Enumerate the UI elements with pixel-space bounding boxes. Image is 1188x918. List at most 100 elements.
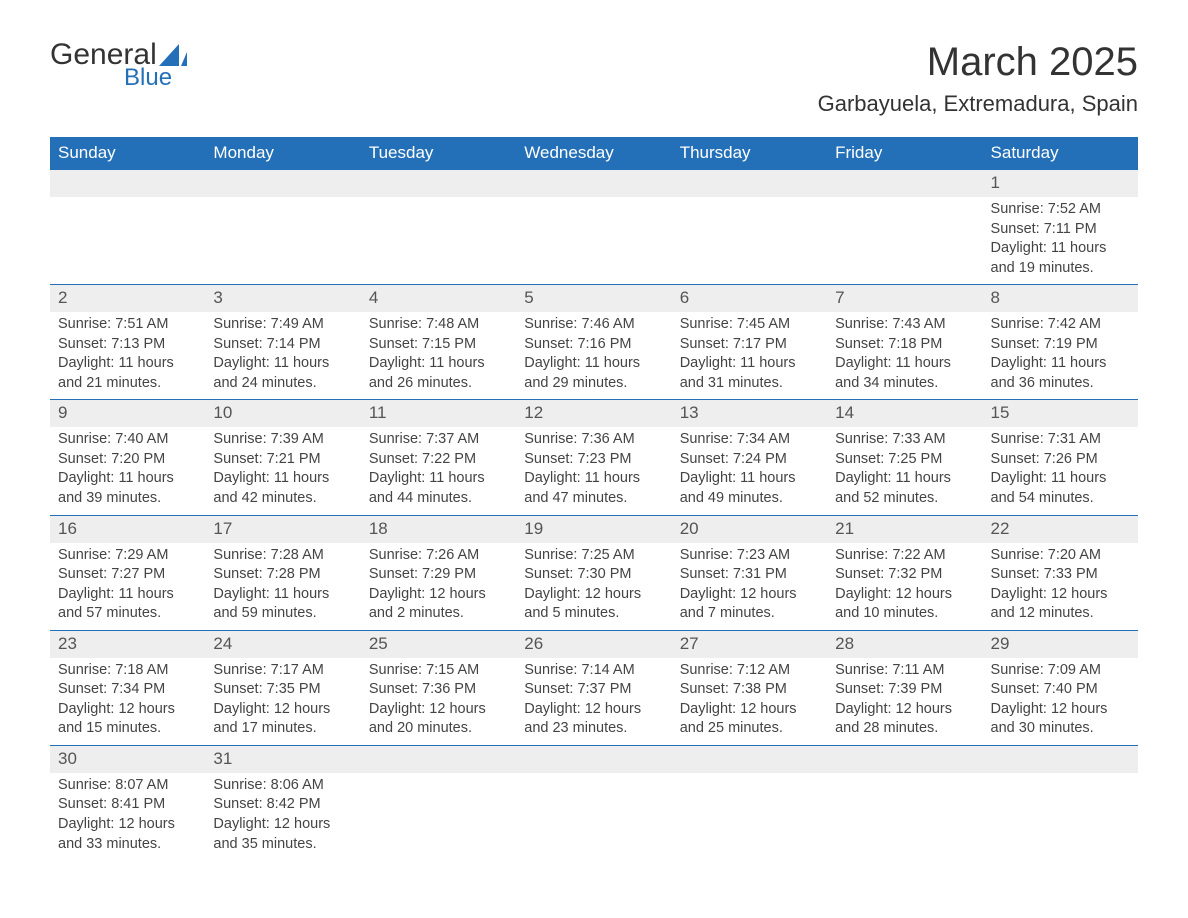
- sunrise-text: Sunrise: 7:51 AM: [58, 315, 197, 335]
- day-number-cell: 28: [827, 630, 982, 657]
- day-number-cell: [516, 170, 671, 197]
- sunrise-text: Sunrise: 7:15 AM: [369, 661, 508, 681]
- day-detail-cell: Sunrise: 7:48 AMSunset: 7:15 PMDaylight:…: [361, 312, 516, 400]
- daylight-text: and 33 minutes.: [58, 835, 197, 855]
- calendar-table: Sunday Monday Tuesday Wednesday Thursday…: [50, 137, 1138, 860]
- daylight-text: and 29 minutes.: [524, 374, 663, 394]
- day-detail-cell: Sunrise: 7:26 AMSunset: 7:29 PMDaylight:…: [361, 543, 516, 631]
- daylight-text: Daylight: 12 hours: [369, 585, 508, 605]
- daylight-text: and 54 minutes.: [991, 489, 1130, 509]
- daylight-text: and 42 minutes.: [213, 489, 352, 509]
- sunset-text: Sunset: 7:35 PM: [213, 680, 352, 700]
- day-detail-cell: Sunrise: 7:45 AMSunset: 7:17 PMDaylight:…: [672, 312, 827, 400]
- daylight-text: Daylight: 12 hours: [213, 700, 352, 720]
- day-detail-cell: Sunrise: 7:09 AMSunset: 7:40 PMDaylight:…: [983, 658, 1138, 746]
- sunrise-text: Sunrise: 7:52 AM: [991, 200, 1130, 220]
- day-detail-cell: [827, 773, 982, 860]
- daylight-text: and 2 minutes.: [369, 604, 508, 624]
- day-detail-cell: Sunrise: 7:43 AMSunset: 7:18 PMDaylight:…: [827, 312, 982, 400]
- day-number-cell: [50, 170, 205, 197]
- logo: General Blue: [50, 40, 187, 90]
- day-number-cell: [827, 170, 982, 197]
- day-detail-cell: Sunrise: 7:23 AMSunset: 7:31 PMDaylight:…: [672, 543, 827, 631]
- header: General Blue March 2025 Garbayuela, Extr…: [50, 40, 1138, 117]
- daylight-text: Daylight: 12 hours: [524, 585, 663, 605]
- detail-row: Sunrise: 7:29 AMSunset: 7:27 PMDaylight:…: [50, 543, 1138, 631]
- daylight-text: Daylight: 12 hours: [680, 700, 819, 720]
- sunset-text: Sunset: 7:39 PM: [835, 680, 974, 700]
- daylight-text: and 35 minutes.: [213, 835, 352, 855]
- daylight-text: Daylight: 12 hours: [835, 700, 974, 720]
- sunset-text: Sunset: 7:27 PM: [58, 565, 197, 585]
- day-number-cell: 17: [205, 515, 360, 542]
- sunrise-text: Sunrise: 7:29 AM: [58, 546, 197, 566]
- day-detail-cell: [205, 197, 360, 285]
- day-number-cell: 25: [361, 630, 516, 657]
- day-detail-cell: Sunrise: 7:49 AMSunset: 7:14 PMDaylight:…: [205, 312, 360, 400]
- sunrise-text: Sunrise: 8:07 AM: [58, 776, 197, 796]
- day-detail-cell: Sunrise: 7:31 AMSunset: 7:26 PMDaylight:…: [983, 427, 1138, 515]
- day-number-cell: 26: [516, 630, 671, 657]
- day-number-cell: 6: [672, 285, 827, 312]
- day-number-cell: 5: [516, 285, 671, 312]
- day-number-cell: 19: [516, 515, 671, 542]
- sunrise-text: Sunrise: 7:26 AM: [369, 546, 508, 566]
- day-detail-cell: [361, 197, 516, 285]
- daylight-text: Daylight: 12 hours: [524, 700, 663, 720]
- day-detail-cell: Sunrise: 7:20 AMSunset: 7:33 PMDaylight:…: [983, 543, 1138, 631]
- sunrise-text: Sunrise: 7:22 AM: [835, 546, 974, 566]
- sunset-text: Sunset: 7:31 PM: [680, 565, 819, 585]
- day-number-cell: 23: [50, 630, 205, 657]
- day-detail-cell: [983, 773, 1138, 860]
- detail-row: Sunrise: 7:52 AMSunset: 7:11 PMDaylight:…: [50, 197, 1138, 285]
- daylight-text: and 26 minutes.: [369, 374, 508, 394]
- daylight-text: Daylight: 12 hours: [58, 700, 197, 720]
- day-detail-cell: Sunrise: 7:15 AMSunset: 7:36 PMDaylight:…: [361, 658, 516, 746]
- sunset-text: Sunset: 7:24 PM: [680, 450, 819, 470]
- daylight-text: and 21 minutes.: [58, 374, 197, 394]
- daylight-text: Daylight: 12 hours: [58, 815, 197, 835]
- sunset-text: Sunset: 7:20 PM: [58, 450, 197, 470]
- day-number-cell: 7: [827, 285, 982, 312]
- sunset-text: Sunset: 7:11 PM: [991, 220, 1130, 240]
- daylight-text: Daylight: 11 hours: [680, 354, 819, 374]
- sunrise-text: Sunrise: 7:28 AM: [213, 546, 352, 566]
- daylight-text: Daylight: 11 hours: [58, 354, 197, 374]
- daylight-text: Daylight: 12 hours: [991, 585, 1130, 605]
- weekday-header: Sunday: [50, 137, 205, 170]
- sunrise-text: Sunrise: 7:40 AM: [58, 430, 197, 450]
- daylight-text: Daylight: 11 hours: [58, 585, 197, 605]
- day-number-cell: [361, 745, 516, 772]
- sunrise-text: Sunrise: 7:39 AM: [213, 430, 352, 450]
- day-detail-cell: [516, 197, 671, 285]
- sunrise-text: Sunrise: 7:49 AM: [213, 315, 352, 335]
- daylight-text: Daylight: 12 hours: [369, 700, 508, 720]
- daylight-text: Daylight: 12 hours: [835, 585, 974, 605]
- day-number-cell: 16: [50, 515, 205, 542]
- sunset-text: Sunset: 7:30 PM: [524, 565, 663, 585]
- daylight-text: Daylight: 11 hours: [524, 469, 663, 489]
- sunrise-text: Sunrise: 7:34 AM: [680, 430, 819, 450]
- daylight-text: and 10 minutes.: [835, 604, 974, 624]
- day-number-cell: 27: [672, 630, 827, 657]
- location-subtitle: Garbayuela, Extremadura, Spain: [818, 91, 1138, 117]
- daylight-text: and 12 minutes.: [991, 604, 1130, 624]
- day-detail-cell: Sunrise: 7:40 AMSunset: 7:20 PMDaylight:…: [50, 427, 205, 515]
- day-detail-cell: Sunrise: 8:07 AMSunset: 8:41 PMDaylight:…: [50, 773, 205, 860]
- sunset-text: Sunset: 7:36 PM: [369, 680, 508, 700]
- day-detail-cell: Sunrise: 7:42 AMSunset: 7:19 PMDaylight:…: [983, 312, 1138, 400]
- sunrise-text: Sunrise: 7:25 AM: [524, 546, 663, 566]
- daylight-text: Daylight: 11 hours: [835, 469, 974, 489]
- day-detail-cell: Sunrise: 7:39 AMSunset: 7:21 PMDaylight:…: [205, 427, 360, 515]
- sunrise-text: Sunrise: 7:48 AM: [369, 315, 508, 335]
- sunrise-text: Sunrise: 7:45 AM: [680, 315, 819, 335]
- daylight-text: and 28 minutes.: [835, 719, 974, 739]
- day-number-cell: 29: [983, 630, 1138, 657]
- daylight-text: Daylight: 12 hours: [213, 815, 352, 835]
- day-detail-cell: Sunrise: 7:28 AMSunset: 7:28 PMDaylight:…: [205, 543, 360, 631]
- daynum-row: 1: [50, 170, 1138, 197]
- daylight-text: and 30 minutes.: [991, 719, 1130, 739]
- daylight-text: and 17 minutes.: [213, 719, 352, 739]
- sunrise-text: Sunrise: 7:18 AM: [58, 661, 197, 681]
- sunrise-text: Sunrise: 7:17 AM: [213, 661, 352, 681]
